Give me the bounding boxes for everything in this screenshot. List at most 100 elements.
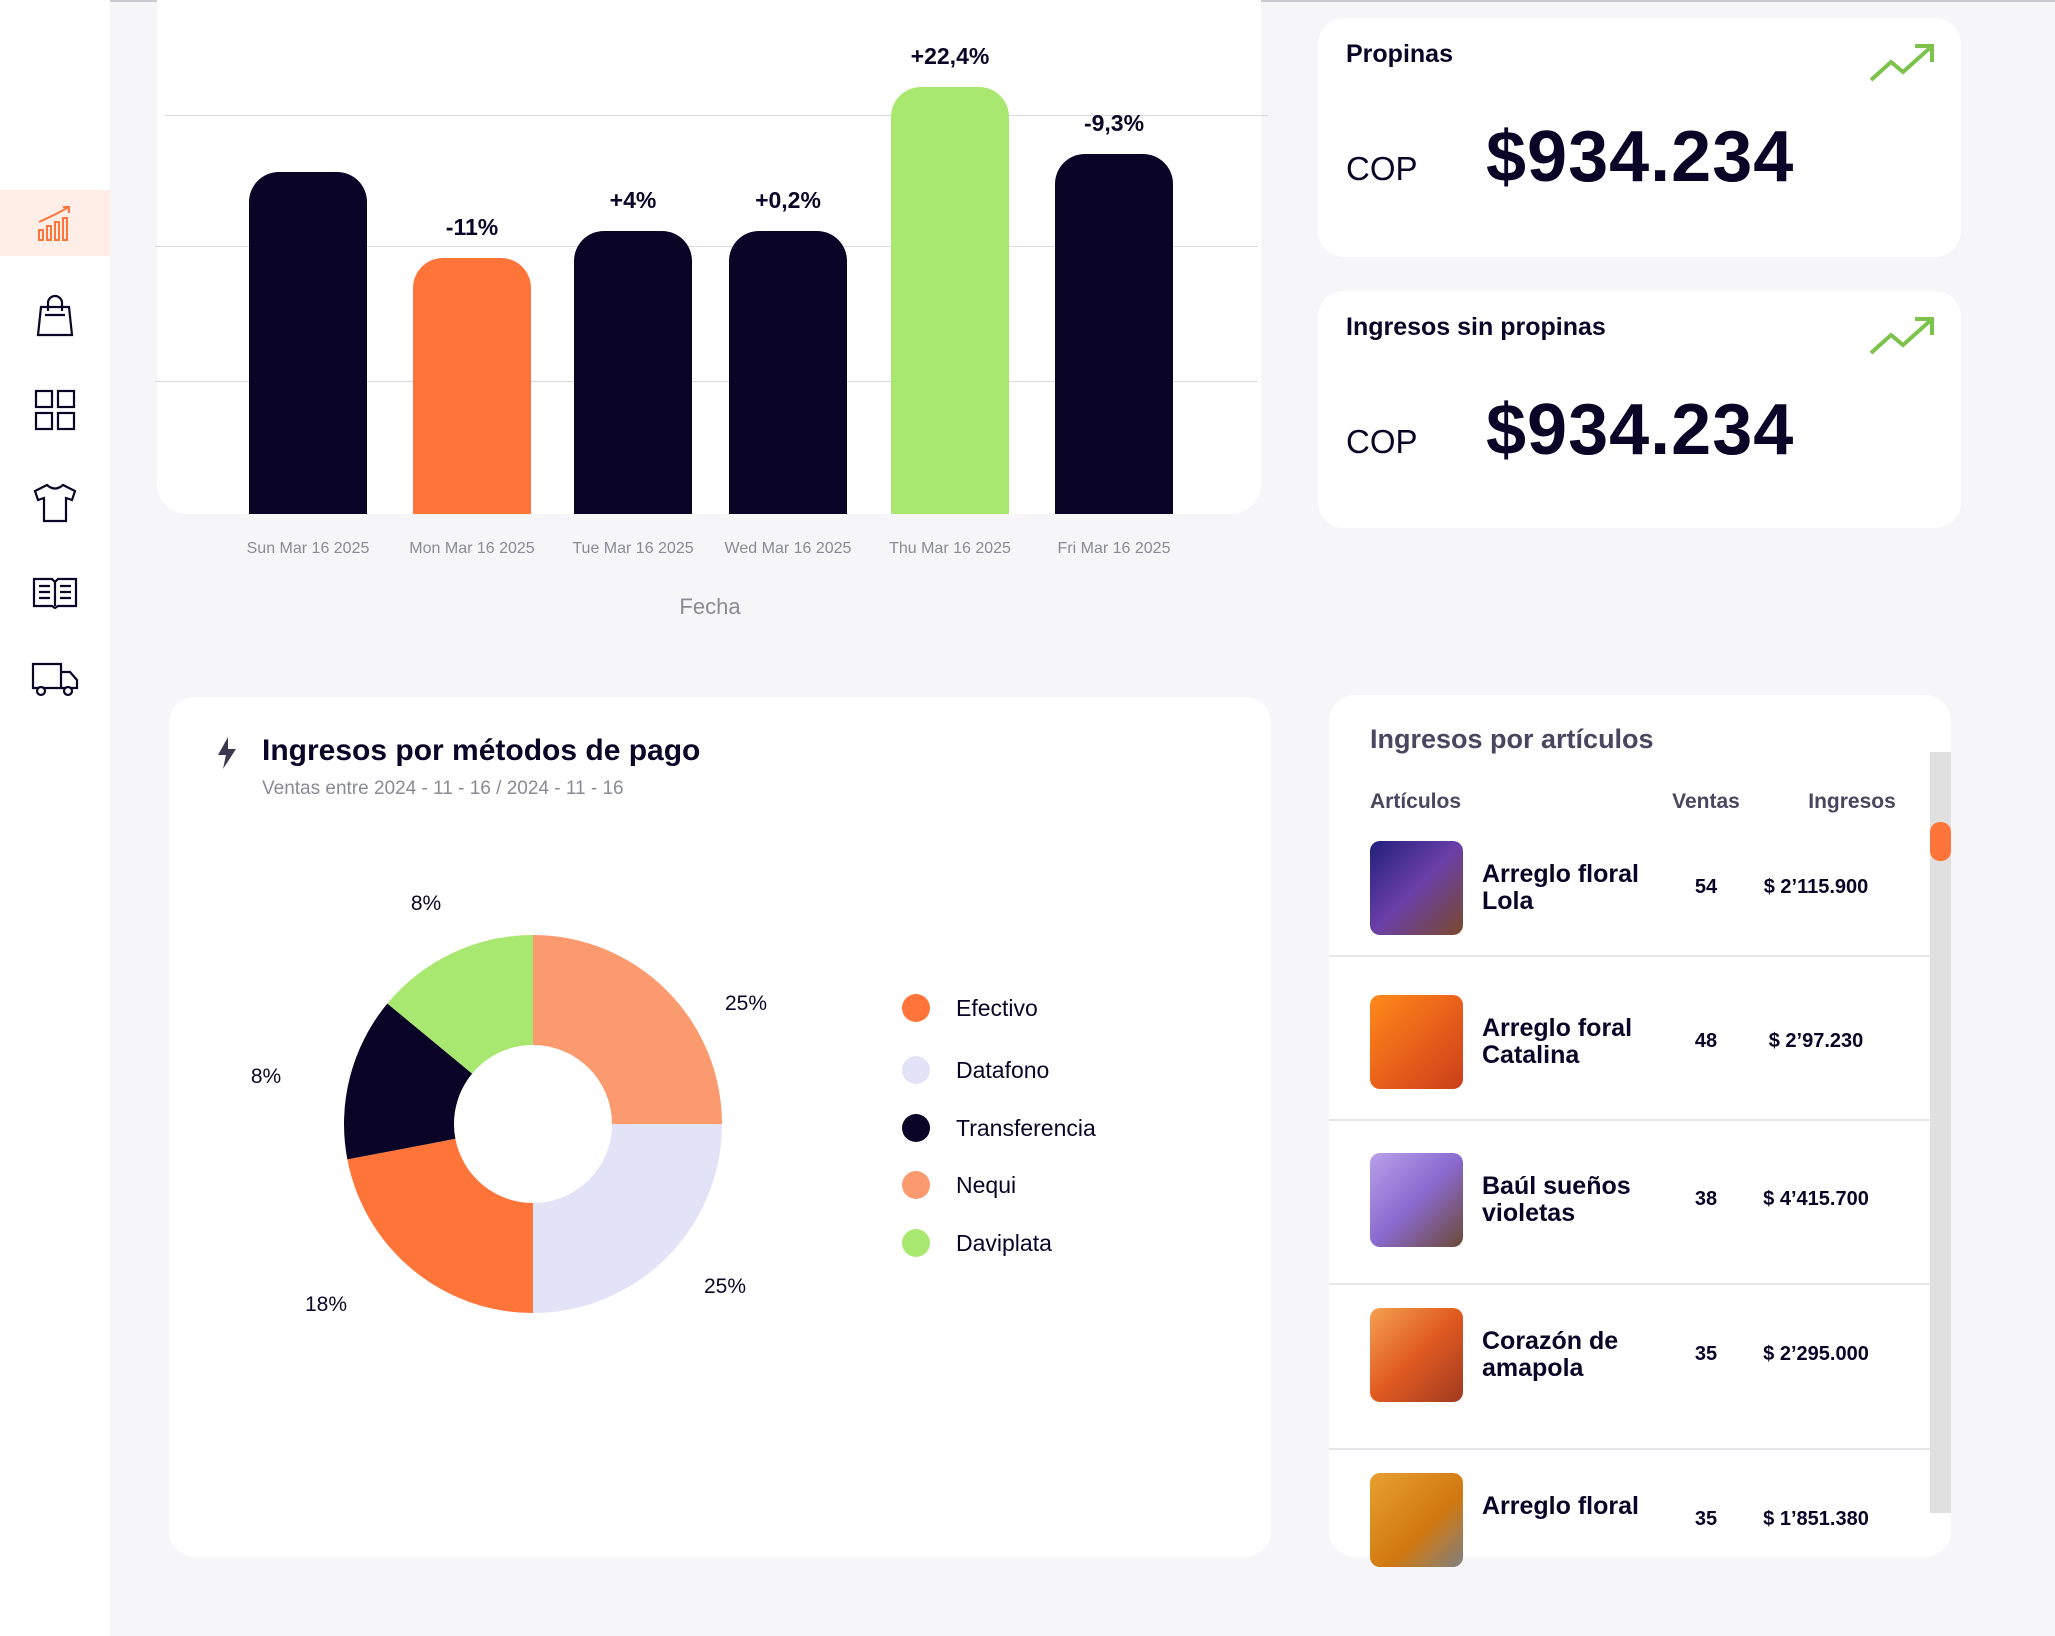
shopping-bag-icon (36, 294, 74, 337)
product-income: $ 2’295.000 (1763, 1343, 1869, 1365)
product-sales: 38 (1694, 1188, 1718, 1210)
legend-item[interactable]: Efectivo (902, 994, 1038, 1022)
payment-chart-title: Ingresos por métodos de pago (262, 734, 701, 767)
lightning-icon (218, 737, 236, 769)
product-income: $ 2’97.230 (1768, 1030, 1864, 1052)
articles-title: Ingresos por artículos (1370, 724, 1654, 754)
product-image (1370, 841, 1463, 935)
x-axis-title: Fecha (679, 594, 741, 619)
kpi-value: $934.234 (1486, 390, 1795, 470)
x-tick-label: Tue Mar 16 2025 (572, 540, 694, 557)
articles-card (1329, 695, 1951, 1557)
bar[interactable] (574, 230, 692, 514)
row-divider (1329, 955, 1930, 957)
table-row[interactable]: Arreglo floral Lola 54 $ 2’115.900 (1329, 838, 1930, 938)
x-tick-label: Wed Mar 16 2025 (724, 540, 852, 557)
col-header-ingresos: Ingresos (1808, 790, 1896, 813)
x-tick-label: Mon Mar 16 2025 (409, 540, 535, 557)
slice-nequi[interactable] (533, 935, 722, 1124)
product-name: Corazón de amapola (1482, 1327, 1619, 1382)
sidebar (0, 0, 110, 1636)
slice-efectivo[interactable] (347, 1138, 533, 1313)
table-row[interactable]: Corazón de amapola 35 $ 2’295.000 (1329, 1305, 1930, 1405)
x-tick-label: Thu Mar 16 2025 (889, 540, 1011, 557)
kpi-currency: COP (1346, 423, 1418, 460)
product-name: Baúl sueños violetas (1482, 1172, 1631, 1227)
table-row[interactable]: Arreglo floral 35 $ 1’851.380 (1329, 1470, 1930, 1570)
col-header-ventas: Ventas (1672, 790, 1740, 813)
table-row[interactable]: Arreglo foral Catalina 48 $ 2’97.230 (1329, 992, 1930, 1092)
kpi-card-income: Ingresos sin propinas COP $934.234 (1318, 291, 1961, 528)
legend-item[interactable]: Nequi (902, 1171, 1016, 1199)
kpi-card-tips: Propinas COP $934.234 (1318, 18, 1961, 257)
row-divider (1329, 1283, 1930, 1285)
bar-label: +4% (609, 186, 657, 213)
donut-chart (344, 935, 722, 1313)
kpi-title: Propinas (1346, 40, 1453, 68)
slice-datafono[interactable] (533, 1124, 722, 1313)
legend-dot-icon (902, 1171, 930, 1199)
col-header-articulos: Artículos (1370, 790, 1462, 813)
scrollbar-thumb[interactable] (1930, 822, 1951, 861)
slice-transferencia[interactable] (344, 1003, 473, 1160)
bar[interactable] (729, 230, 847, 514)
product-sales: 35 (1694, 1343, 1718, 1365)
slice-daviplata[interactable] (387, 935, 533, 1074)
product-income: $ 1’851.380 (1763, 1508, 1869, 1530)
gridline (155, 381, 1258, 382)
product-name: Arreglo floral (1482, 1492, 1639, 1520)
product-name: Arreglo floral Lola (1482, 860, 1639, 915)
trend-up-icon (1869, 317, 1934, 355)
legend-label: Datafono (956, 1056, 1050, 1083)
slice-label-transferencia: 8% (250, 1065, 282, 1088)
bar-label: +22,4% (910, 42, 990, 69)
product-sales: 35 (1694, 1508, 1718, 1530)
x-tick-label: Sun Mar 16 2025 (246, 540, 370, 557)
product-sales: 48 (1694, 1030, 1718, 1052)
legend-item[interactable]: Transferencia (902, 1114, 1096, 1142)
bar[interactable] (413, 257, 531, 514)
slice-label-daviplata: 8% (410, 892, 442, 915)
legend-label: Daviplata (956, 1229, 1052, 1256)
legend-dot-icon (902, 1056, 930, 1084)
legend-label: Efectivo (956, 994, 1038, 1021)
legend-label: Transferencia (956, 1114, 1096, 1141)
legend-item[interactable]: Daviplata (902, 1229, 1052, 1257)
bar-label: -9,3% (1083, 110, 1145, 136)
sidebar-item-products[interactable] (0, 470, 110, 536)
payment-chart-subtitle: Ventas entre 2024 - 11 - 16 / 2024 - 11 … (262, 778, 624, 799)
product-image (1370, 1153, 1463, 1247)
gridline (155, 246, 1258, 247)
sidebar-item-orders[interactable] (0, 282, 110, 348)
sidebar-item-catalog[interactable] (0, 559, 110, 625)
bar-chart-icon (38, 206, 70, 241)
legend-item[interactable]: Datafono (902, 1056, 1049, 1084)
product-image (1370, 1308, 1463, 1402)
bar[interactable] (891, 86, 1009, 514)
row-divider (1329, 1448, 1930, 1450)
bar[interactable] (249, 172, 367, 514)
bar[interactable] (1055, 154, 1173, 514)
slice-label-datafono: 25% (703, 1275, 747, 1298)
sidebar-item-categories[interactable] (0, 377, 110, 443)
table-row[interactable]: Baúl sueños violetas 38 $ 4’415.700 (1329, 1150, 1930, 1250)
kpi-title: Ingresos sin propinas (1346, 313, 1606, 341)
slice-label-nequi: 25% (724, 992, 768, 1015)
product-image (1370, 1473, 1463, 1567)
truck-icon (31, 662, 79, 697)
slice-label-efectivo: 18% (304, 1293, 348, 1316)
sidebar-item-shipping[interactable] (0, 646, 110, 712)
tshirt-icon (33, 483, 77, 523)
x-tick-label: Fri Mar 16 2025 (1057, 540, 1171, 557)
gridline (165, 115, 1268, 116)
legend-dot-icon (902, 1114, 930, 1142)
bar-label: +0,2% (755, 186, 821, 213)
scrollbar-track[interactable] (1930, 752, 1951, 1513)
product-income: $ 2’115.900 (1763, 876, 1869, 898)
legend-dot-icon (902, 994, 930, 1022)
sidebar-item-analytics[interactable] (0, 190, 110, 256)
product-name: Arreglo foral Catalina (1482, 1014, 1633, 1069)
grid-icon (34, 389, 76, 431)
product-sales: 54 (1694, 876, 1718, 898)
trend-up-icon (1869, 44, 1934, 82)
